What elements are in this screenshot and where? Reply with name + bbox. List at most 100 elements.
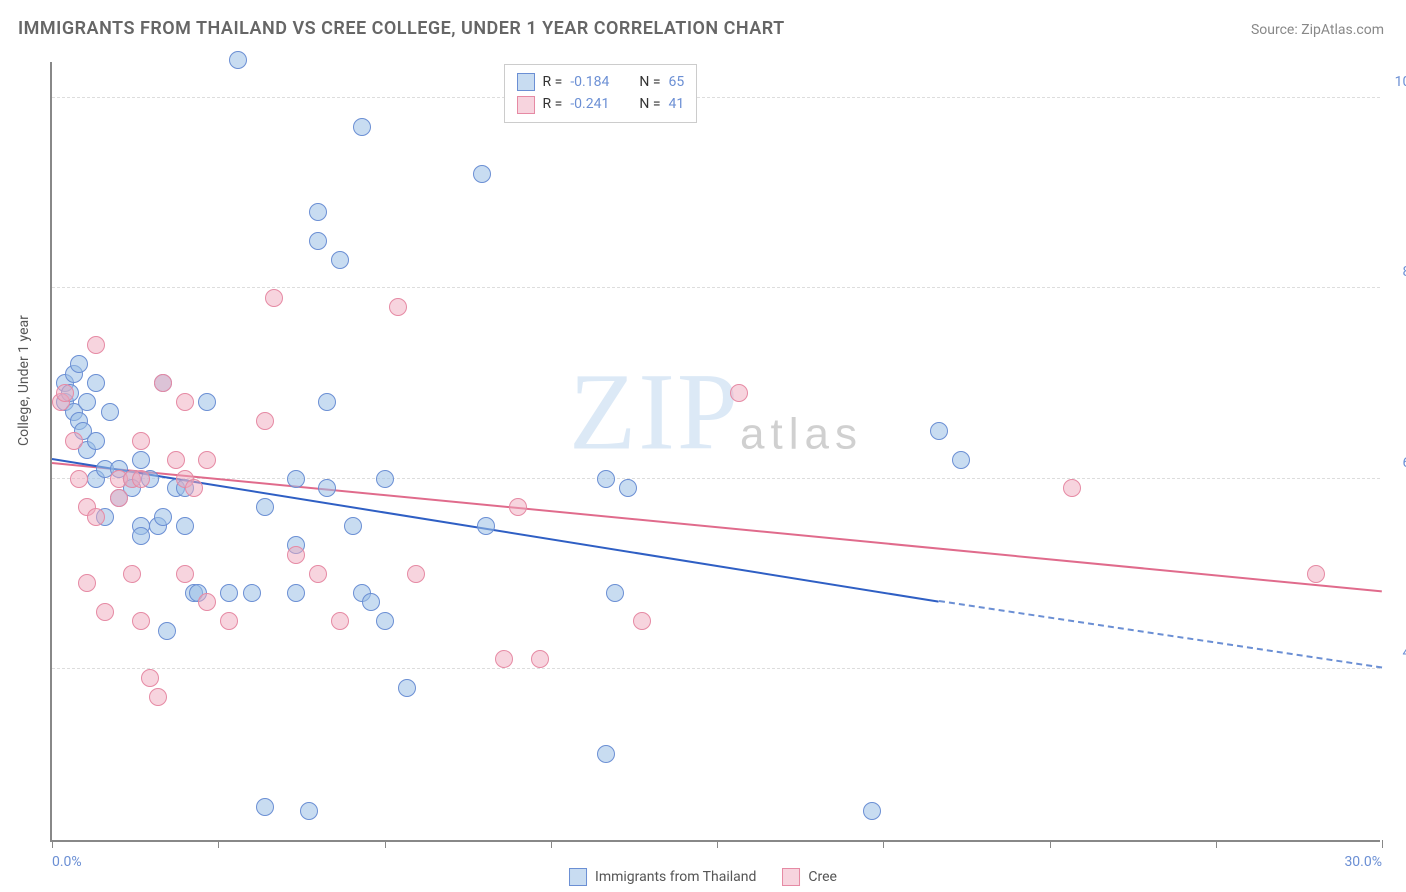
stat-value-r: -0.184 (570, 71, 609, 93)
scatter-point (132, 470, 150, 488)
x-tick-label: 30.0% (1344, 854, 1382, 870)
x-tick (218, 840, 219, 848)
scatter-point (863, 802, 881, 820)
chart-title: IMMIGRANTS FROM THAILAND VS CREE COLLEGE… (18, 18, 785, 39)
stat-label-n: N = (639, 71, 660, 93)
scatter-point (597, 470, 615, 488)
scatter-point (331, 612, 349, 630)
scatter-point (176, 517, 194, 535)
scatter-point (87, 336, 105, 354)
scatter-point (56, 384, 74, 402)
x-tick (52, 840, 53, 848)
trend-line-cree (52, 462, 1382, 592)
scatter-point (154, 508, 172, 526)
scatter-point (407, 565, 425, 583)
legend-swatch (782, 868, 800, 886)
source-label: Source: ZipAtlas.com (1251, 22, 1384, 38)
scatter-point (78, 574, 96, 592)
scatter-point (265, 289, 283, 307)
stat-value-n: 41 (669, 93, 685, 115)
scatter-point (198, 451, 216, 469)
scatter-point (70, 470, 88, 488)
scatter-point (110, 489, 128, 507)
scatter-point (318, 479, 336, 497)
stats-legend-row: R = -0.184N = 65 (517, 71, 685, 93)
y-tick-label: 80.0% (1402, 264, 1406, 280)
y-tick-label: 40.0% (1402, 645, 1406, 661)
x-tick (1050, 840, 1051, 848)
legend-swatch (517, 73, 535, 91)
scatter-point (309, 232, 327, 250)
scatter-point (331, 251, 349, 269)
stats-legend: R = -0.184N = 65R = -0.241N = 41 (504, 64, 698, 123)
scatter-point (287, 546, 305, 564)
stat-label-r: R = (543, 71, 563, 93)
scatter-point (132, 432, 150, 450)
scatter-point (176, 565, 194, 583)
scatter-point (167, 451, 185, 469)
scatter-point (101, 403, 119, 421)
scatter-point (132, 527, 150, 545)
scatter-point (149, 688, 167, 706)
scatter-point (952, 451, 970, 469)
scatter-point (597, 745, 615, 763)
scatter-point (309, 565, 327, 583)
scatter-point (287, 470, 305, 488)
scatter-point (376, 470, 394, 488)
watermark: ZIPatlas (569, 349, 863, 476)
scatter-point (531, 650, 549, 668)
stat-value-r: -0.241 (570, 93, 609, 115)
scatter-point (154, 374, 172, 392)
y-axis-label: College, Under 1 year (16, 315, 32, 446)
x-tick (385, 840, 386, 848)
scatter-point (633, 612, 651, 630)
scatter-point (96, 603, 114, 621)
scatter-point (398, 679, 416, 697)
scatter-point (1063, 479, 1081, 497)
stat-label-r: R = (543, 93, 563, 115)
scatter-point (220, 584, 238, 602)
legend-swatch (569, 868, 587, 886)
scatter-point (256, 798, 274, 816)
scatter-point (606, 584, 624, 602)
chart-container: IMMIGRANTS FROM THAILAND VS CREE COLLEGE… (0, 0, 1406, 892)
scatter-point (353, 118, 371, 136)
legend-label: Cree (808, 869, 837, 885)
stats-legend-row: R = -0.241 N = 41 (517, 93, 685, 115)
scatter-point (132, 612, 150, 630)
scatter-point (300, 802, 318, 820)
stat-label-n: N = (639, 93, 660, 115)
x-tick (1216, 840, 1217, 848)
scatter-point (70, 355, 88, 373)
scatter-point (362, 593, 380, 611)
x-tick (717, 840, 718, 848)
scatter-point (619, 479, 637, 497)
scatter-point (256, 412, 274, 430)
watermark-main: ZIP (569, 351, 740, 473)
scatter-point (87, 432, 105, 450)
gridline (52, 287, 1380, 288)
scatter-point (389, 298, 407, 316)
scatter-point (243, 584, 261, 602)
scatter-point (730, 384, 748, 402)
legend-item: Immigrants from Thailand (569, 868, 756, 886)
scatter-point (473, 165, 491, 183)
x-tick-label: 0.0% (52, 854, 82, 870)
scatter-point (176, 393, 194, 411)
scatter-point (930, 422, 948, 440)
gridline (52, 97, 1380, 98)
scatter-point (132, 451, 150, 469)
x-tick (1382, 840, 1383, 848)
scatter-point (344, 517, 362, 535)
scatter-point (376, 612, 394, 630)
scatter-point (1307, 565, 1325, 583)
scatter-point (477, 517, 495, 535)
legend-item: Cree (782, 868, 837, 886)
scatter-point (495, 650, 513, 668)
scatter-point (87, 508, 105, 526)
scatter-point (256, 498, 274, 516)
scatter-point (287, 584, 305, 602)
scatter-point (229, 51, 247, 69)
scatter-point (198, 393, 216, 411)
scatter-point (318, 393, 336, 411)
